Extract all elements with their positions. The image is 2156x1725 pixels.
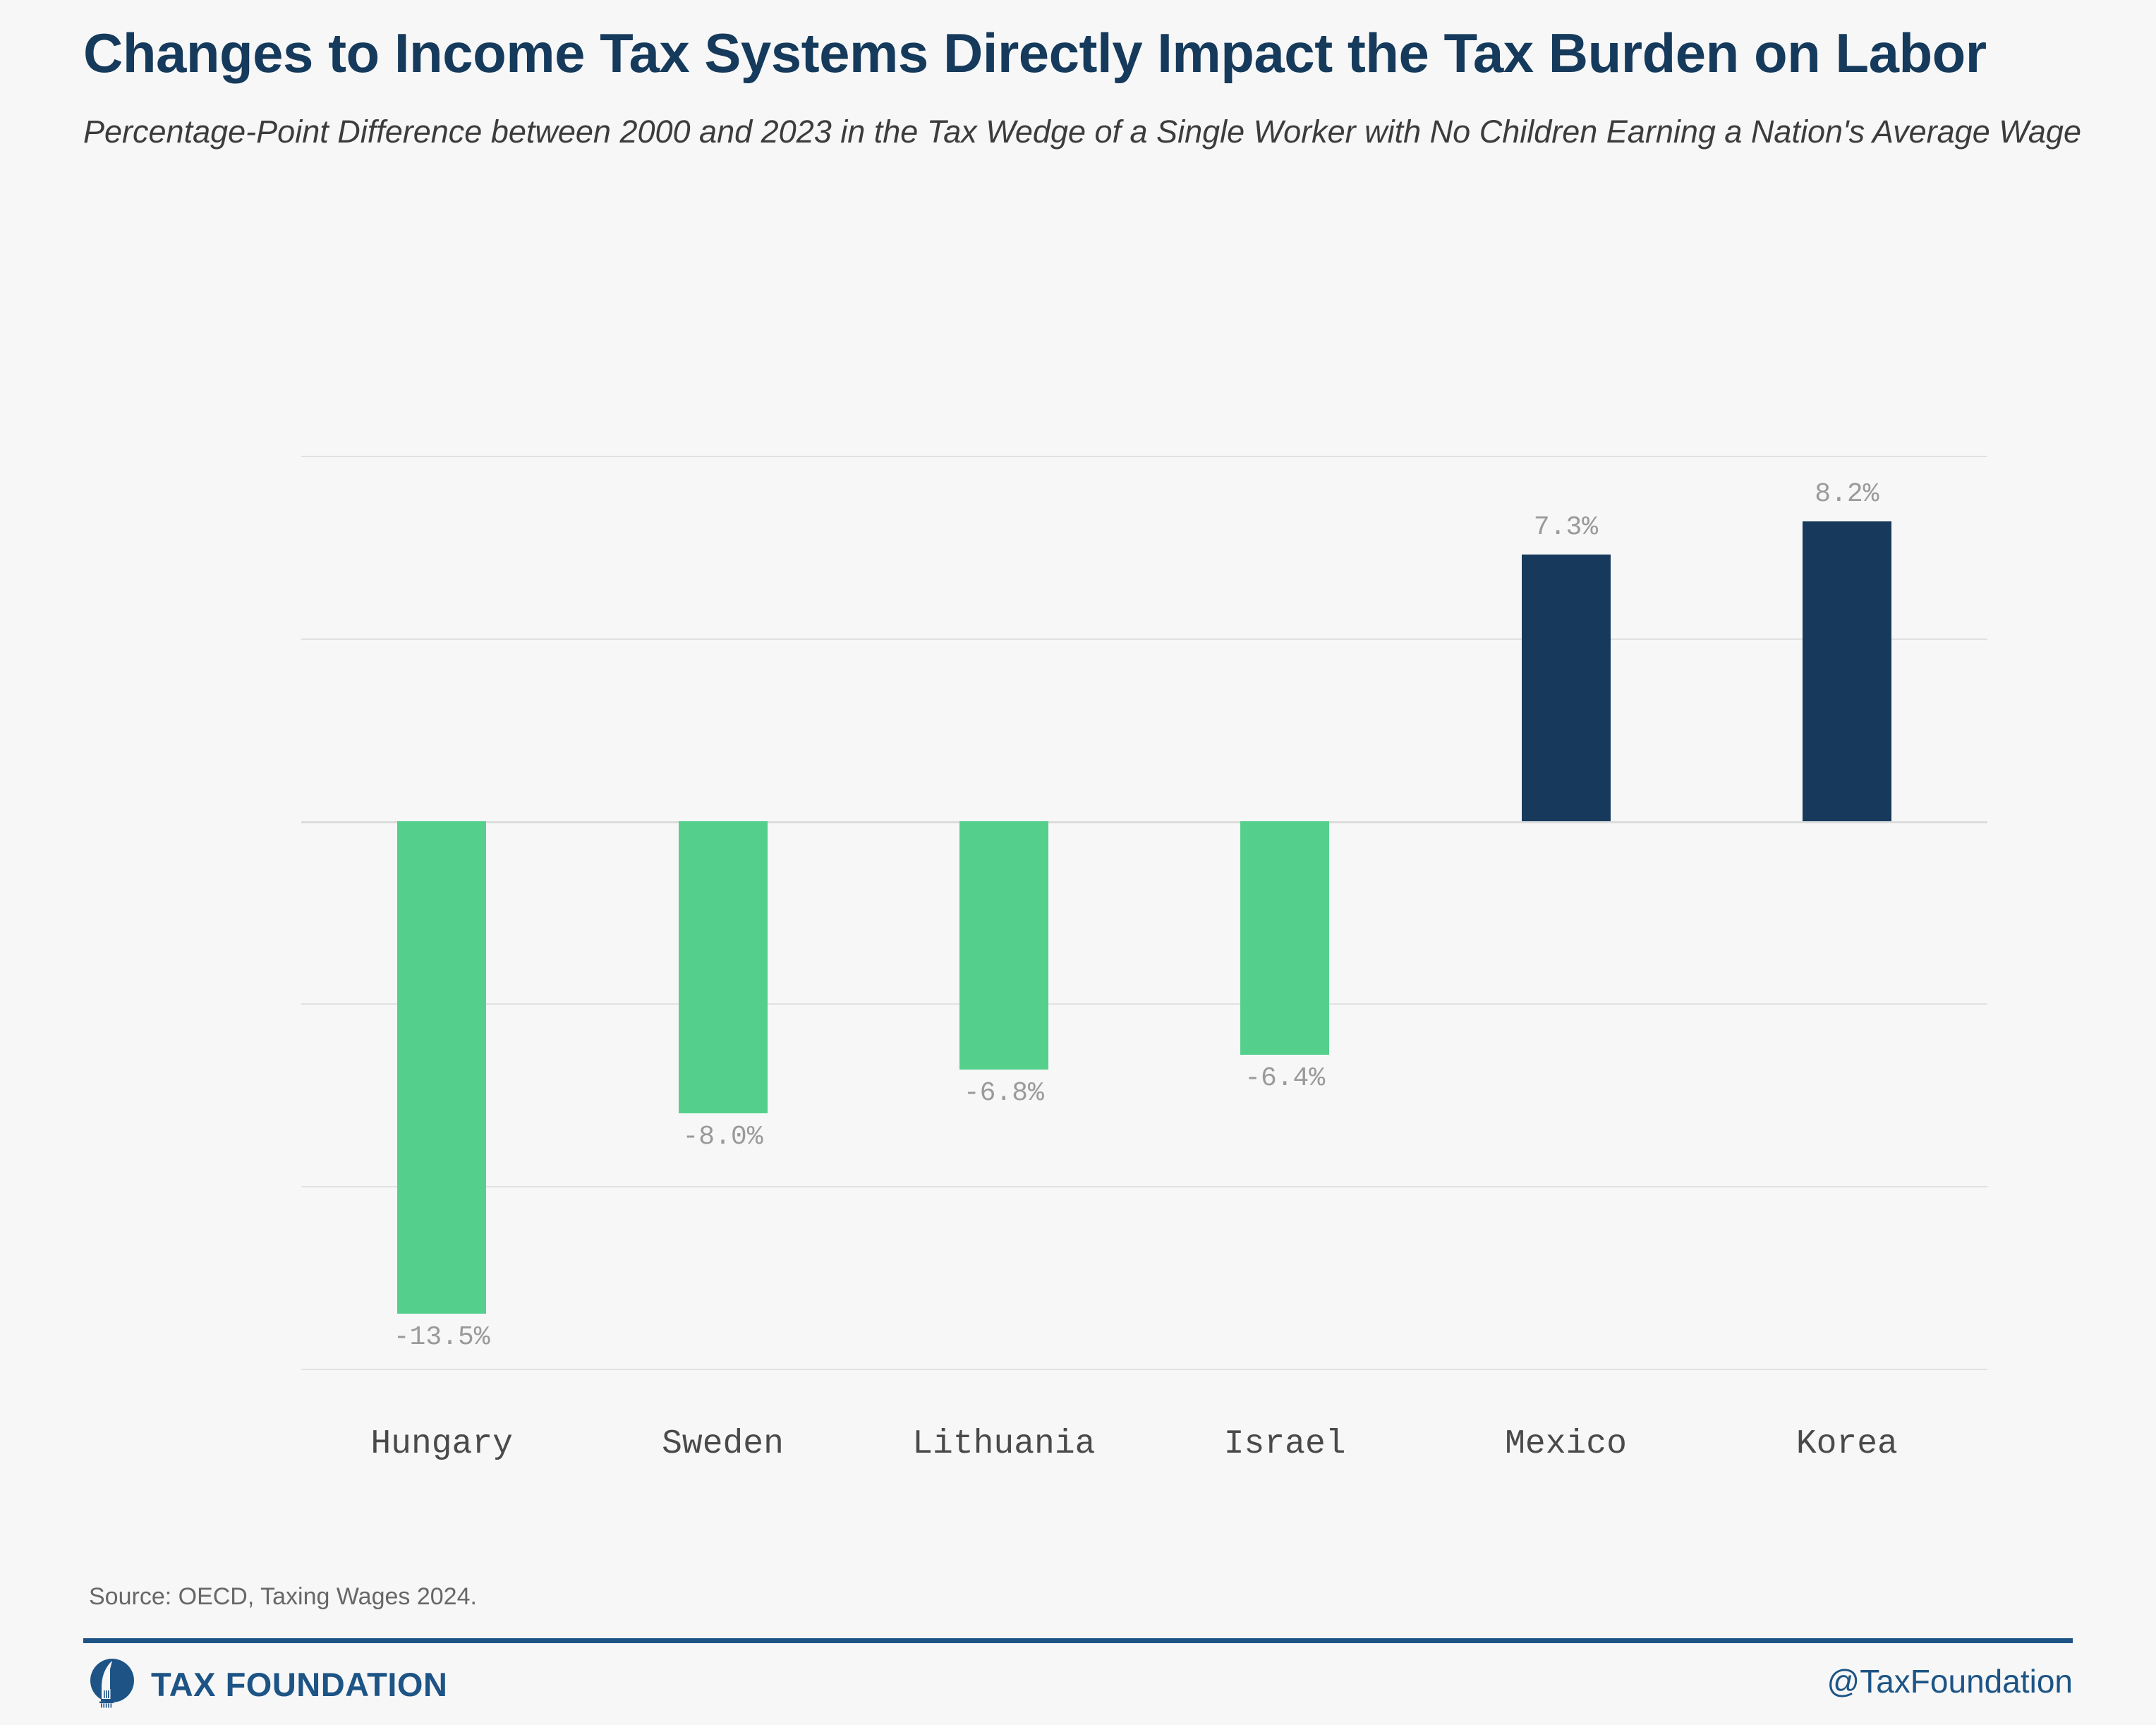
social-handle[interactable]: @TaxFoundation <box>1827 1663 2073 1700</box>
source-note: Source: OECD, Taxing Wages 2024. <box>89 1583 477 1610</box>
chart-subtitle: Percentage-Point Difference between 2000… <box>83 113 2081 150</box>
gridline-neg10 <box>301 1186 1987 1188</box>
x-axis-tick-sweden: Sweden <box>662 1425 784 1463</box>
brand-name: TAX FOUNDATION <box>151 1666 448 1703</box>
footer-divider <box>83 1638 2073 1643</box>
bar-value-label: -6.8% <box>963 1077 1044 1108</box>
y-axis: 10%5%0%-5%-10%-15% <box>0 456 1 1369</box>
bar-value-label: 8.2% <box>1815 479 1879 510</box>
chart-header: Changes to Income Tax Systems Directly I… <box>83 25 2115 150</box>
bar-lithuania[interactable] <box>959 821 1048 1070</box>
bar-value-label: 7.3% <box>1533 512 1599 543</box>
plot-area <box>301 456 1987 1370</box>
x-axis-tick-mexico: Mexico <box>1505 1425 1627 1463</box>
x-axis-tick-israel: Israel <box>1223 1425 1346 1463</box>
bar-value-label: -8.0% <box>682 1121 763 1152</box>
page-title: Changes to Income Tax Systems Directly I… <box>83 22 1987 84</box>
capitol-dome-icon <box>86 1657 138 1712</box>
brand-logo: TAX FOUNDATION <box>86 1657 447 1712</box>
gridline-5 <box>301 638 1987 640</box>
bar-sweden[interactable] <box>678 821 768 1113</box>
gridline-0 <box>301 821 1987 823</box>
bar-mexico[interactable] <box>1521 554 1611 821</box>
bar-value-label: -13.5% <box>393 1322 490 1353</box>
x-axis-tick-lithuania: Lithuania <box>912 1425 1096 1463</box>
x-axis-tick-hungary: Hungary <box>370 1425 513 1463</box>
gridline-10 <box>301 456 1987 457</box>
bar-korea[interactable] <box>1802 521 1891 821</box>
gridline-neg15 <box>301 1369 1987 1370</box>
bar-value-label: -6.4% <box>1244 1063 1326 1094</box>
gridline-neg5 <box>301 1003 1987 1005</box>
bar-israel[interactable] <box>1240 821 1330 1055</box>
x-axis-tick-korea: Korea <box>1795 1425 1898 1463</box>
bar-hungary[interactable] <box>397 821 487 1314</box>
